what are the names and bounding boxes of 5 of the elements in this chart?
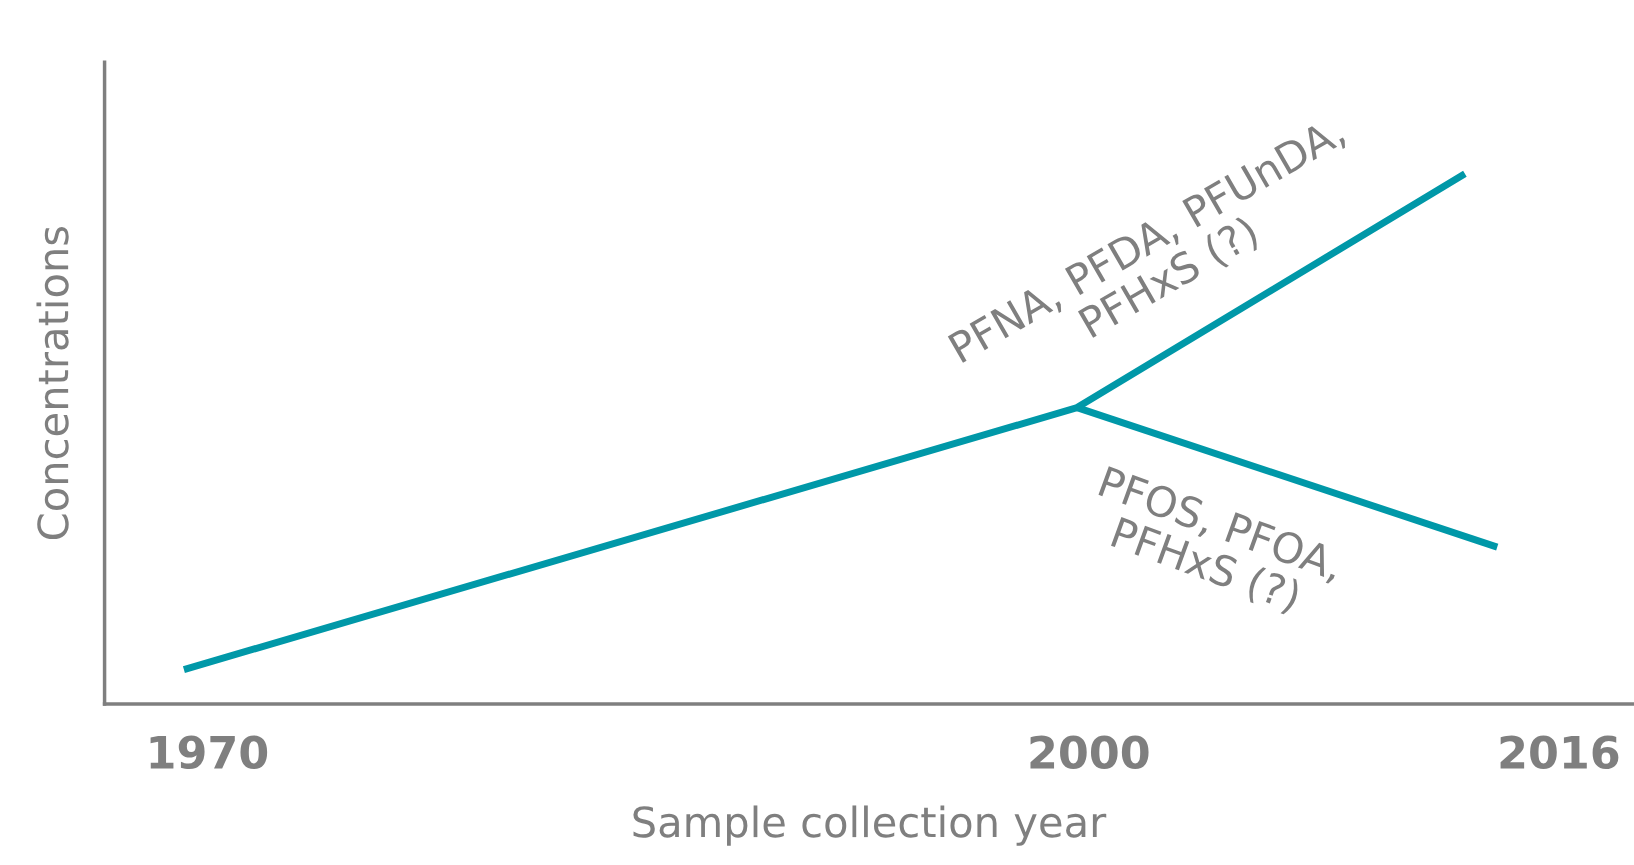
x-tick-label: 1970	[150, 735, 268, 770]
x-tick-label: 2016	[1500, 735, 1619, 770]
x-tick-label: 2000	[1030, 735, 1149, 770]
x-axis-title: Sample collection year	[633, 805, 1107, 846]
y-axis-title: Concentrations	[36, 226, 69, 540]
